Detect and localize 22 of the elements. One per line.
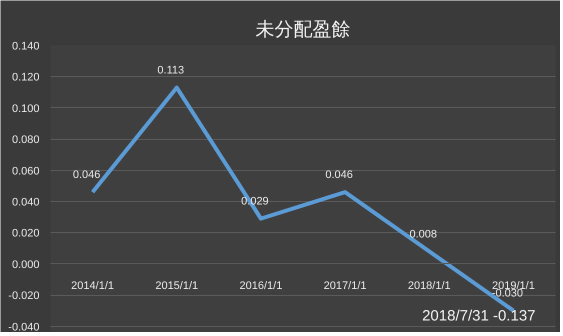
text: -0.030: [492, 288, 524, 300]
text: 0.008: [409, 228, 438, 240]
x-tick-label: 2017/1/1: [324, 280, 366, 292]
x-tick-label: 2018/1/1: [408, 280, 451, 292]
y-tick-label: -0.040: [8, 321, 40, 334]
annotation: 2018/7/31 -0.137: [422, 308, 536, 324]
text: 0.046: [325, 169, 353, 182]
y-tick-label: 0.060: [12, 165, 40, 178]
x-tick-label: 2016/1/1: [240, 280, 282, 292]
y-tick-label: 0.120: [12, 72, 40, 84]
y-tick-label: 0.080: [12, 134, 40, 146]
y-tick-label: 0.020: [12, 228, 40, 240]
x-tick-label: 2014/1/1: [71, 280, 114, 292]
text: 0.113: [157, 64, 184, 77]
text: 0.046: [72, 169, 100, 182]
chart-title: 未分配盈餘: [256, 18, 350, 40]
y-tick-label: -0.020: [8, 290, 40, 302]
y-tick-label: 0.100: [12, 102, 40, 115]
y-tick-label: 0.040: [12, 196, 40, 208]
y-tick-label: 0.000: [12, 258, 40, 271]
x-tick-label: 2015/1/1: [155, 280, 198, 292]
y-tick-label: 0.140: [12, 40, 40, 52]
